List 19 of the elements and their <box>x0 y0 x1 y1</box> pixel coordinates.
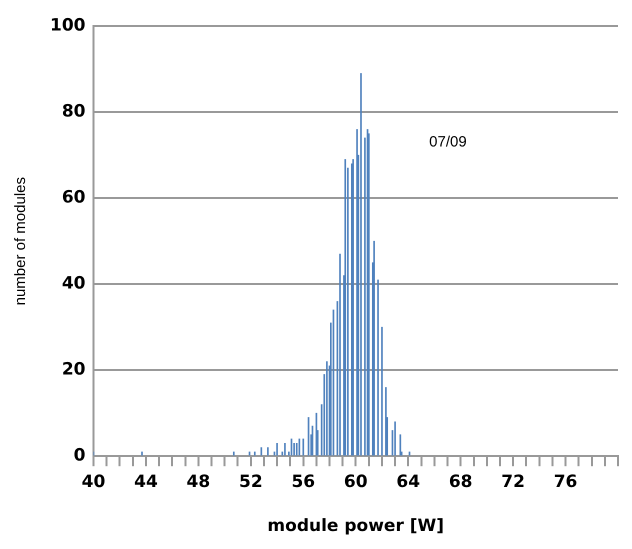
x-tick-label: 60 <box>344 472 368 492</box>
x-tick-label: 76 <box>554 472 578 492</box>
y-tick-label: 80 <box>62 102 86 122</box>
x-tick-label: 52 <box>239 472 263 492</box>
x-tick-label: 64 <box>396 472 420 492</box>
y-tick-label: 20 <box>62 360 86 380</box>
y-axis-title: number of modules <box>12 176 30 306</box>
x-tick-label: 68 <box>448 472 472 492</box>
x-axis-title: module power [W] <box>267 516 444 536</box>
x-tick-label: 56 <box>291 472 316 492</box>
y-tick-label: 60 <box>62 188 86 208</box>
x-tick-label: 44 <box>134 472 158 492</box>
annotation: 07/09 <box>429 134 467 151</box>
x-tick-label: 48 <box>186 472 210 492</box>
x-tick-label: 40 <box>82 472 106 492</box>
y-tick-label: 40 <box>62 274 86 294</box>
y-tick-label: 0 <box>74 446 86 466</box>
x-tick-label: 72 <box>501 472 525 492</box>
y-tick-label: 100 <box>50 16 86 36</box>
